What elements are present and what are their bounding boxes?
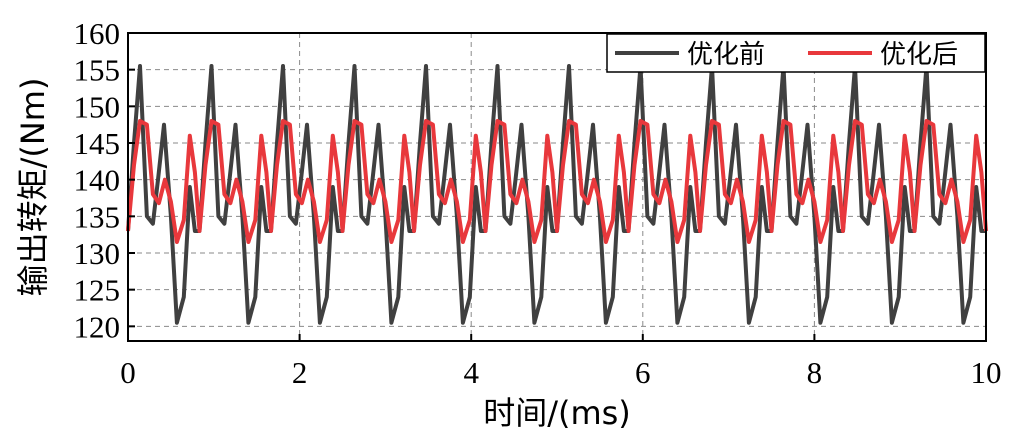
series-lines (126, 64, 988, 325)
x-axis-title: 时间/(ms) (483, 394, 631, 432)
x-tick-label: 2 (292, 355, 308, 390)
y-tick-label: 160 (74, 16, 121, 51)
y-axis-title: 输出转矩/(Nm) (14, 78, 52, 297)
y-tick-label: 130 (74, 236, 121, 271)
legend-label-after: 优化后 (880, 40, 958, 70)
y-tick-label: 145 (74, 126, 121, 161)
y-tick-label: 125 (74, 273, 121, 308)
plot-frame (127, 32, 987, 342)
legend: 优化前 优化后 (606, 33, 986, 73)
x-tick-label: 8 (807, 355, 823, 390)
y-tick-label: 135 (74, 199, 121, 234)
legend-label-before: 优化前 (687, 40, 765, 70)
y-tick-label: 140 (74, 163, 121, 198)
y-tick-label: 150 (74, 89, 121, 124)
x-tick-label: 0 (120, 355, 136, 390)
y-tick-label: 120 (74, 309, 121, 344)
x-tick-label: 4 (463, 355, 479, 390)
y-tick-label: 155 (74, 53, 121, 88)
x-tick-label: 10 (971, 355, 1002, 390)
series-line-1 (126, 119, 988, 244)
x-tick-label: 6 (635, 355, 651, 390)
